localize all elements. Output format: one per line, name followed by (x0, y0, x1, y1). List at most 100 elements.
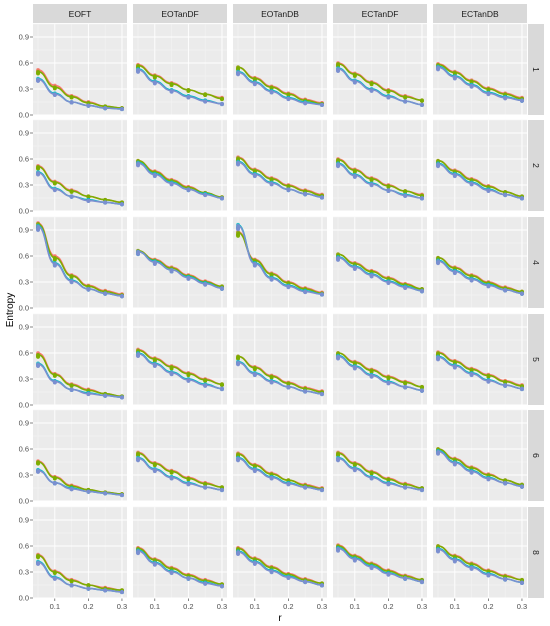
x-tick-label: 0.1 (350, 602, 360, 611)
x-tick-label: 0.3 (417, 602, 427, 611)
data-point (436, 67, 440, 72)
series-line (337, 253, 422, 290)
series-line (137, 547, 222, 585)
series-line (237, 71, 322, 106)
row-label-1: 1 (531, 67, 541, 72)
panel-EOTanDB-2 (233, 119, 327, 212)
series-line (337, 545, 422, 581)
series-line (137, 349, 222, 385)
row-strip-6 (528, 410, 544, 501)
row-strip-2 (528, 120, 544, 211)
panel-EOFT-8 (33, 506, 127, 599)
panel-background (33, 410, 127, 501)
panel-ECTanDF-1 (333, 23, 427, 116)
series-line (337, 352, 422, 388)
data-point (52, 257, 57, 262)
panel-background (33, 24, 127, 115)
series-line (337, 163, 422, 199)
series-line (37, 461, 122, 495)
data-point (436, 451, 440, 456)
row-label-2: 2 (531, 163, 541, 168)
y-tick-label: 0.9 (19, 129, 29, 138)
y-tick-label: 0.6 (19, 349, 29, 358)
facet-label-EOTanDB: EOTanDB (261, 9, 299, 19)
panel-ECTanDF-4 (333, 216, 427, 309)
panel-background (33, 314, 127, 405)
facet-strip-ECTanDF (333, 4, 427, 23)
series-line (137, 162, 222, 199)
facet-label-EOFT: EOFT (69, 9, 92, 19)
series-line (37, 561, 122, 593)
series-line (237, 161, 322, 198)
series-line (237, 551, 322, 586)
series-line (437, 448, 522, 486)
row-label-5: 5 (531, 357, 541, 362)
x-tick-label: 0.1 (150, 602, 160, 611)
x-tick-label: 0.2 (83, 602, 93, 611)
y-tick-label: 0.0 (19, 594, 29, 603)
data-point (336, 257, 340, 262)
series-line (237, 355, 322, 393)
y-tick-label: 0.3 (19, 181, 29, 190)
data-point (136, 251, 140, 256)
panel-background (333, 410, 427, 501)
panel-ECTanDB-2 (433, 119, 527, 212)
y-tick-label: 0.9 (19, 419, 29, 428)
data-point (436, 549, 440, 554)
panel-EOTanDB-6 (233, 409, 327, 502)
row-strip-4 (528, 217, 544, 308)
series-line (137, 64, 222, 100)
y-tick-label: 0.3 (19, 375, 29, 384)
row-label-4: 4 (531, 260, 541, 265)
series-line (37, 353, 122, 398)
series-line (437, 260, 522, 295)
series-line (337, 355, 422, 392)
y-axis-title: Entropy (5, 293, 16, 327)
x-tick-label: 0.3 (117, 602, 127, 611)
y-tick-label: 0.0 (19, 111, 29, 120)
series-line (37, 469, 122, 496)
facet-strip-EOTanDF (133, 4, 227, 23)
panel-ECTanDB-4 (433, 216, 527, 309)
series-line (37, 70, 122, 109)
data-point (436, 357, 440, 362)
series-line (137, 250, 222, 288)
series-line (237, 224, 322, 295)
data-point (236, 226, 240, 231)
panel-background (333, 24, 427, 115)
panel-EOFT-5 (33, 313, 127, 406)
panel-background (233, 217, 327, 308)
panel-background (33, 507, 127, 598)
panel-ECTanDF-5 (333, 313, 427, 406)
panel-ECTanDB-1 (433, 23, 527, 116)
x-tick-label: 0.2 (483, 602, 493, 611)
panel-ECTanDF-6 (333, 409, 427, 502)
series-line (37, 78, 122, 110)
panel-EOFT-2 (33, 119, 127, 212)
series-line (337, 452, 422, 489)
row-strip-8 (528, 507, 544, 598)
x-tick-label: 0.3 (217, 602, 227, 611)
y-tick-label: 0.9 (19, 33, 29, 42)
panel-ECTanDB-5 (433, 313, 527, 406)
panel-EOTanDB-1 (233, 23, 327, 116)
panel-background (233, 314, 327, 405)
series-line (337, 63, 422, 102)
y-tick-label: 0.6 (19, 252, 29, 261)
panel-EOTanDF-8 (133, 506, 227, 599)
series-line (137, 159, 222, 198)
y-tick-label: 0.3 (19, 278, 29, 287)
facet-label-ECTanDF: ECTanDF (362, 9, 399, 19)
series-line (237, 361, 322, 395)
series-line (237, 231, 322, 295)
series-line (37, 223, 122, 296)
series-line (437, 163, 522, 199)
panel-EOTanDF-2 (133, 119, 227, 212)
series-line (437, 548, 522, 584)
series-line (437, 545, 522, 581)
series-line (37, 172, 122, 205)
y-tick-label: 0.9 (19, 516, 29, 525)
series-line (237, 457, 322, 491)
x-tick-label: 0.3 (517, 602, 527, 611)
